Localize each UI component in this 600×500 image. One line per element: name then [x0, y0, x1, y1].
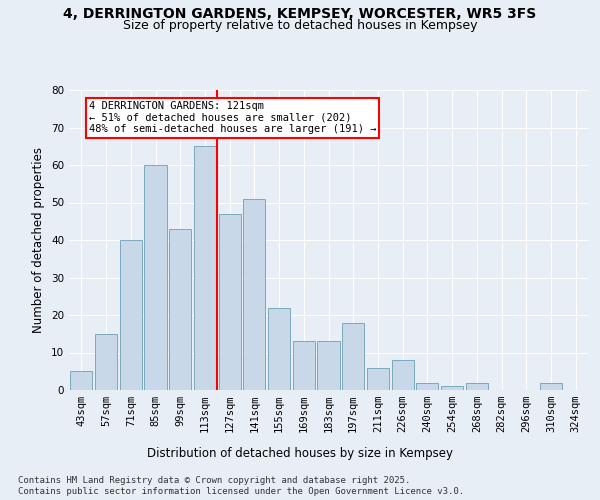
Bar: [95, 334, 117, 390]
Text: Contains public sector information licensed under the Open Government Licence v3: Contains public sector information licen…: [18, 487, 464, 496]
Bar: [169, 229, 191, 390]
Bar: [70, 371, 92, 390]
Text: 4, DERRINGTON GARDENS, KEMPSEY, WORCESTER, WR5 3FS: 4, DERRINGTON GARDENS, KEMPSEY, WORCESTE…: [64, 8, 536, 22]
Bar: [342, 322, 364, 390]
Bar: [392, 360, 414, 390]
Text: Contains HM Land Registry data © Crown copyright and database right 2025.: Contains HM Land Registry data © Crown c…: [18, 476, 410, 485]
Bar: [268, 308, 290, 390]
Text: Size of property relative to detached houses in Kempsey: Size of property relative to detached ho…: [123, 19, 477, 32]
Bar: [194, 146, 216, 390]
Bar: [243, 198, 265, 390]
Text: Distribution of detached houses by size in Kempsey: Distribution of detached houses by size …: [147, 448, 453, 460]
Bar: [145, 165, 167, 390]
Text: 4 DERRINGTON GARDENS: 121sqm
← 51% of detached houses are smaller (202)
48% of s: 4 DERRINGTON GARDENS: 121sqm ← 51% of de…: [89, 101, 376, 134]
Bar: [119, 240, 142, 390]
Bar: [317, 341, 340, 390]
Bar: [466, 382, 488, 390]
Bar: [367, 368, 389, 390]
Bar: [416, 382, 439, 390]
Y-axis label: Number of detached properties: Number of detached properties: [32, 147, 46, 333]
Bar: [441, 386, 463, 390]
Bar: [218, 214, 241, 390]
Bar: [293, 341, 315, 390]
Bar: [540, 382, 562, 390]
